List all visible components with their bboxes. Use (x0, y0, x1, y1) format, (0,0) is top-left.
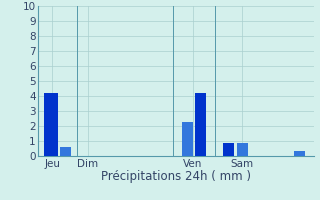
Bar (44, 93, 58, 156)
Bar (223, 142, 234, 156)
Bar (294, 151, 305, 156)
Bar (236, 142, 248, 156)
Bar (60, 147, 71, 156)
Bar (195, 93, 206, 156)
Bar (181, 121, 193, 156)
X-axis label: Précipitations 24h ( mm ): Précipitations 24h ( mm ) (101, 170, 251, 183)
